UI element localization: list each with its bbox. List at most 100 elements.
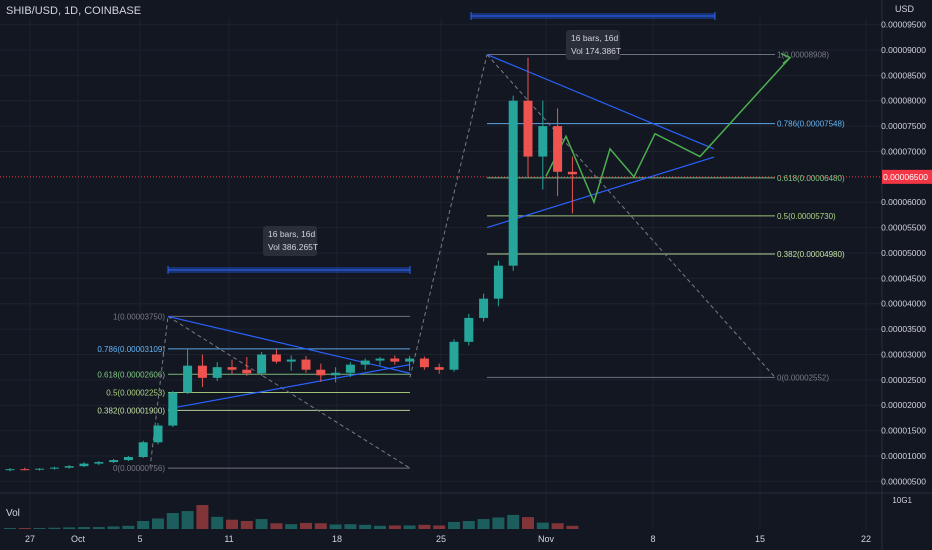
candle-body [553, 126, 563, 172]
time-tick-label: 18 [332, 534, 342, 544]
candle-body [508, 100, 518, 266]
volume-bar [462, 521, 475, 529]
candle-body [331, 372, 341, 376]
volume-bar [374, 525, 386, 529]
projection-arrowhead [780, 52, 792, 65]
price-tick-label: 0.00003000 [881, 349, 926, 359]
price-tick-label: 0.00002500 [881, 375, 926, 385]
volume-bar [314, 523, 327, 529]
triangle-trendline [167, 364, 411, 410]
price-tick-label: 0.00009000 [881, 45, 926, 55]
candle-body [35, 468, 45, 470]
fib-level-label: 0.786(0.00003109) [97, 345, 165, 354]
volume-bars [4, 505, 579, 529]
candle-body [538, 126, 548, 157]
candle-body [464, 317, 474, 342]
range-measures: 16 bars, 16d Vol 386.265T 16 bars, 16d Vol … [167, 12, 716, 274]
volume-bar [492, 517, 505, 529]
price-tick-label: 0.00003500 [881, 324, 926, 334]
range-bars-label: 16 bars, 16d [571, 33, 619, 43]
candle-body [567, 171, 577, 175]
time-tick-label: 22 [861, 534, 871, 544]
candle-body [197, 365, 207, 378]
candle-body [94, 462, 104, 464]
price-tick-label: 0.00007000 [881, 146, 926, 156]
candle-body [257, 354, 267, 374]
candle-body [360, 360, 370, 365]
volume-bar [507, 514, 520, 529]
volume-bar [240, 521, 253, 529]
volume-bar [137, 521, 150, 529]
fib-level-label: 1(0.00003750) [113, 312, 165, 321]
range-vol-label: Vol 386.265T [268, 242, 318, 252]
candle-body [375, 358, 385, 361]
price-tick-label: 0.00004500 [881, 273, 926, 283]
volume-bar [78, 527, 90, 529]
price-tick-label: 0.00005500 [881, 223, 926, 233]
price-tick-label: 0.00002000 [881, 400, 926, 410]
volume-bar [4, 528, 16, 529]
volume-bar [522, 517, 534, 529]
volume-bar [270, 523, 283, 529]
projection-path [545, 57, 791, 205]
price-tick-label: 0.00001500 [881, 426, 926, 436]
volume-bar [344, 524, 357, 529]
volume-bar [329, 524, 342, 529]
volume-axis-label: 10G1 [892, 496, 912, 505]
volume-bar [300, 522, 312, 529]
price-tick-label: 0.00009500 [881, 20, 926, 30]
volume-bar [63, 527, 76, 529]
candle-body [479, 298, 489, 318]
candle-body [212, 367, 222, 378]
candle-body [123, 457, 133, 461]
triangle-trendline [167, 315, 411, 374]
volume-bar [536, 522, 549, 529]
volume-bar [211, 516, 224, 529]
volume-bar [551, 523, 564, 529]
volume-bar [448, 521, 460, 529]
volume-bar [33, 528, 46, 529]
fib-level-label: 0(0.00002552) [777, 373, 829, 382]
candle-body [64, 466, 74, 468]
volume-bar [388, 525, 401, 529]
candle-body [493, 265, 503, 299]
fib-level-label: 0.786(0.00007548) [777, 120, 845, 129]
fib-level-label: 0.382(0.00001900) [97, 406, 165, 415]
candle-body [227, 367, 237, 370]
time-tick-label: Oct [71, 534, 86, 544]
volume-bar [48, 527, 61, 529]
candle-body [153, 425, 163, 443]
candle-body [49, 467, 59, 469]
symbol-title: SHIB/USD, 1D, COINBASE [6, 5, 142, 17]
volume-bar [566, 525, 579, 529]
candle-body [79, 463, 89, 467]
time-tick-label: Nov [538, 534, 555, 544]
volume-bar [418, 524, 431, 529]
volume-bar [433, 525, 446, 529]
time-tick-label: 15 [755, 534, 765, 544]
volume-bar [255, 519, 268, 529]
fib-level-label: 0.5(0.00002253) [106, 389, 165, 398]
price-tick-label: 0.00000500 [881, 476, 926, 486]
price-tick-label: 0.00008000 [881, 96, 926, 106]
candle-body [183, 365, 193, 393]
volume-bar [285, 524, 298, 529]
triangle-trendline [486, 156, 715, 229]
candles [5, 57, 577, 472]
candle-body [434, 367, 444, 370]
volume-bar [107, 526, 120, 529]
volume-bar [403, 525, 416, 529]
range-vol-label: Vol 174.386T [571, 46, 621, 56]
candle-body [20, 469, 30, 471]
candle-body [168, 392, 178, 426]
fib-trend-dash [167, 316, 411, 469]
triangle-trendline [486, 53, 715, 150]
candle-body [345, 364, 355, 373]
candle-body [301, 359, 311, 370]
fib-trend-dash [409, 54, 488, 378]
candle-body [271, 354, 281, 362]
price-tick-label: 0.00001000 [881, 451, 926, 461]
time-tick-label: 25 [436, 534, 446, 544]
fib-retracements: 1(0.00003750) 0.786(0.00003109) 0.618(0.00… [97, 51, 845, 474]
